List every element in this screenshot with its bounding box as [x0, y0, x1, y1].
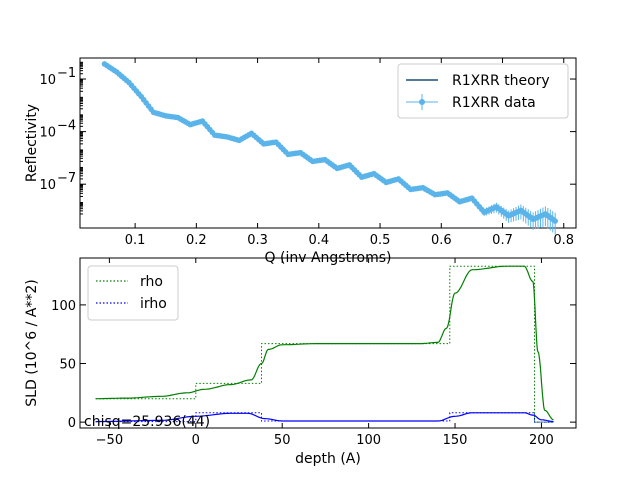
reflectivity-x-tick-label: 0.6 — [431, 233, 452, 248]
sld-x-tick-label: 0 — [192, 433, 200, 448]
reflectivity-legend-box — [397, 63, 569, 119]
sld-rho-step-line — [95, 265, 554, 423]
reflectivity-x-tick-label: 0.5 — [370, 233, 391, 248]
reflectivity-data-point — [552, 218, 558, 224]
reflectivity-y-tick-label: 10 — [39, 126, 56, 141]
legend-rho-label: rho — [140, 274, 163, 290]
sld-y-tick-label: 100 — [51, 299, 76, 314]
sld-irho-step-line — [95, 412, 554, 423]
chisq-annotation: chisq=25.936(44) — [84, 414, 210, 430]
sld-y-tick-label: 50 — [59, 358, 76, 373]
sld-legend: rho irho — [87, 265, 179, 321]
reflectivity-legend: R1XRR theory R1XRR data — [397, 63, 569, 119]
sld-rho-profile-line — [95, 265, 554, 421]
reflectivity-x-tick-label: 0.8 — [553, 233, 574, 248]
reflectivity-plot-frame — [79, 57, 577, 229]
legend-irho-label: irho — [140, 296, 167, 312]
sld-legend-box — [87, 265, 179, 321]
sld-x-axis-title: depth (A) — [295, 451, 361, 467]
reflectivity-x-tick-label: 0.3 — [247, 233, 268, 248]
reflectivity-y-tick-exponent: −7 — [57, 171, 76, 186]
reflectivity-plot: 0.1 0.2 0.3 0.4 0.5 0.6 0.7 0.810−110−410−7 Q (… — [24, 57, 577, 266]
reflectivity-x-tick-label: 0.4 — [308, 233, 329, 248]
sld-plot-frame — [79, 257, 577, 429]
sld-x-tick-label: −50 — [96, 433, 123, 448]
reflectivity-x-tick-label: 0.2 — [186, 233, 207, 248]
sld-y-tick-label: 0 — [68, 416, 76, 431]
sld-x-tick-label: 200 — [529, 433, 554, 448]
reflectivity-x-tick-label: 0.1 — [125, 233, 146, 248]
legend-theory-label: R1XRR theory — [452, 73, 550, 89]
sld-plot: −50 0 50 100 150 200 0 50 100 depth (A) SLD (10^… — [24, 257, 577, 467]
reflectivity-y-axis-title: Reflectivity — [24, 104, 40, 182]
sld-irho-profile-line — [95, 412, 554, 423]
legend-data-swatch-marker — [419, 99, 425, 105]
sld-y-axis-title: SLD (10^6 / A**2) — [24, 279, 40, 406]
legend-data-label: R1XRR data — [452, 95, 536, 111]
reflectivity-y-tick-exponent: −4 — [57, 119, 76, 134]
reflectivity-y-tick-exponent: −1 — [57, 66, 76, 81]
reflectivity-y-tick-label: 10 — [39, 178, 56, 193]
reflectivity-y-tick-label: 10 — [39, 73, 56, 88]
sld-x-tick-label: 150 — [443, 433, 468, 448]
reflectivity-x-tick-label: 0.7 — [492, 233, 513, 248]
sld-x-tick-label: 100 — [356, 433, 381, 448]
sld-x-tick-label: 50 — [274, 433, 291, 448]
